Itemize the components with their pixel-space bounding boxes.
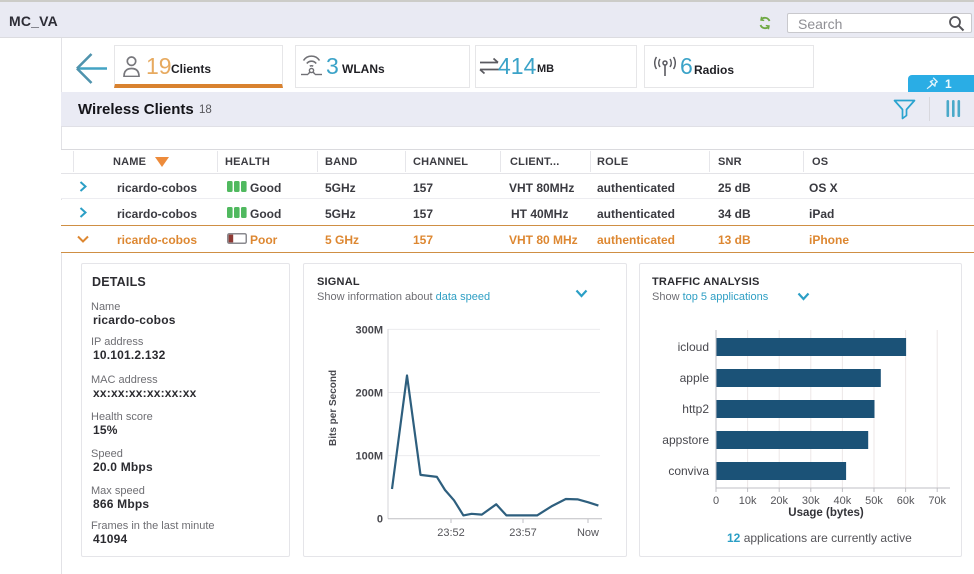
svg-text:Now: Now [577, 527, 599, 539]
svg-text:23:57: 23:57 [509, 527, 537, 539]
svg-text:0: 0 [377, 514, 383, 526]
svg-text:Usage (bytes): Usage (bytes) [788, 507, 864, 519]
svg-text:23:52: 23:52 [437, 527, 465, 539]
svg-text:conviva: conviva [668, 464, 709, 478]
svg-text:70k: 70k [928, 495, 946, 507]
svg-text:http2: http2 [682, 402, 709, 416]
svg-text:0: 0 [713, 495, 719, 507]
svg-text:20k: 20k [770, 495, 788, 507]
svg-text:apple: apple [680, 371, 710, 385]
svg-text:appstore: appstore [662, 433, 709, 447]
svg-text:60k: 60k [897, 495, 915, 507]
svg-text:50k: 50k [865, 495, 883, 507]
svg-text:300M: 300M [355, 324, 383, 336]
svg-text:100M: 100M [355, 451, 383, 463]
svg-text:40k: 40k [834, 495, 852, 507]
svg-text:30k: 30k [802, 495, 820, 507]
svg-text:200M: 200M [355, 388, 383, 400]
svg-text:icloud: icloud [678, 340, 709, 354]
svg-text:10k: 10k [739, 495, 757, 507]
